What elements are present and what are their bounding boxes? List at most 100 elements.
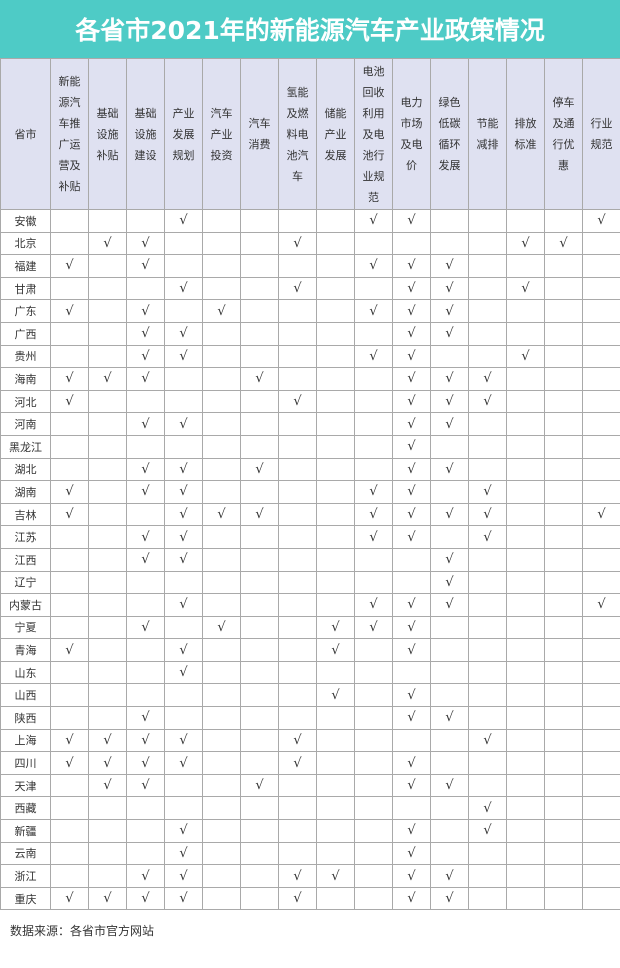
column-header: 新能源汽车推广运营及补贴 [50,58,89,210]
empty-cell [354,886,393,911]
empty-cell [240,615,279,640]
empty-cell [88,706,127,730]
empty-cell [468,864,507,888]
empty-cell [88,660,127,685]
table-row: 宁夏 √ √ √ √ √ [0,615,620,640]
empty-cell [202,389,241,414]
check-mark-icon: √ [126,344,165,369]
empty-cell [506,864,545,888]
column-header: 电池回收利用及电池行业规范 [354,58,393,210]
check-mark-icon: √ [392,751,431,775]
check-mark-icon: √ [392,638,431,662]
empty-cell [354,321,393,346]
empty-cell [202,660,241,685]
empty-cell [582,570,620,595]
empty-cell [164,570,203,595]
province-cell: 海南 [0,367,51,391]
check-mark-icon: √ [50,299,89,323]
check-mark-icon: √ [392,480,431,504]
check-mark-icon: √ [582,209,620,233]
check-mark-icon: √ [126,615,165,640]
empty-cell [202,276,241,301]
check-mark-icon: √ [126,706,165,730]
empty-cell [506,457,545,482]
empty-cell [202,841,241,866]
empty-cell [468,321,507,346]
empty-cell [50,864,89,888]
province-cell: 青海 [0,638,51,662]
check-mark-icon: √ [392,841,431,866]
empty-cell [278,525,317,549]
empty-cell [544,796,583,821]
check-mark-icon: √ [278,231,317,256]
empty-cell [50,819,89,843]
province-cell: 宁夏 [0,615,51,640]
empty-cell [354,841,393,866]
empty-cell [202,796,241,821]
column-header: 产业发展规划 [164,58,203,210]
empty-cell [88,412,127,436]
empty-cell [430,480,469,504]
check-mark-icon: √ [430,547,469,572]
empty-cell [506,886,545,911]
empty-cell [88,819,127,843]
empty-cell [506,389,545,414]
check-mark-icon: √ [354,480,393,504]
check-mark-icon: √ [278,728,317,753]
column-header-label: 产业发展规划 [172,106,195,162]
check-mark-icon: √ [126,864,165,888]
empty-cell [582,321,620,346]
empty-cell [354,389,393,414]
empty-cell [316,389,355,414]
table-row: 天津 √ √ √ √ √ [0,773,620,798]
table-row: 西藏 √ [0,796,620,821]
empty-cell [202,593,241,617]
check-mark-icon: √ [430,864,469,888]
empty-cell [468,638,507,662]
check-mark-icon: √ [316,615,355,640]
check-mark-icon: √ [430,321,469,346]
check-mark-icon: √ [164,864,203,888]
empty-cell [544,412,583,436]
province-cell: 重庆 [0,886,51,911]
empty-cell [468,570,507,595]
check-mark-icon: √ [506,344,545,369]
check-mark-icon: √ [240,457,279,482]
empty-cell [506,321,545,346]
empty-cell [240,389,279,414]
empty-cell [582,412,620,436]
empty-cell [278,796,317,821]
column-header-label: 排放标准 [514,117,537,151]
empty-cell [506,480,545,504]
empty-cell [88,615,127,640]
empty-cell [316,209,355,233]
check-mark-icon: √ [164,344,203,369]
column-header-label: 氢能及燃料电池汽车 [286,85,309,183]
empty-cell [88,434,127,459]
check-mark-icon: √ [164,480,203,504]
empty-cell [582,231,620,256]
check-mark-icon: √ [430,773,469,798]
province-cell: 云南 [0,841,51,866]
empty-cell [354,276,393,301]
table-row: 广西 √ √ √ √ [0,321,620,346]
check-mark-icon: √ [354,344,393,369]
check-mark-icon: √ [202,615,241,640]
empty-cell [202,751,241,775]
empty-cell [50,209,89,233]
table-row: 贵州 √ √ √ √ √ [0,344,620,369]
empty-cell [316,276,355,301]
empty-cell [164,254,203,278]
empty-cell [126,819,165,843]
empty-cell [316,457,355,482]
empty-cell [506,254,545,278]
table-row: 上海 √ √ √ √ √ √ [0,728,620,753]
empty-cell [468,593,507,617]
empty-cell [278,660,317,685]
empty-cell [240,683,279,708]
empty-cell [506,299,545,323]
empty-cell [202,706,241,730]
check-mark-icon: √ [468,389,507,414]
empty-cell [582,841,620,866]
empty-cell [544,570,583,595]
